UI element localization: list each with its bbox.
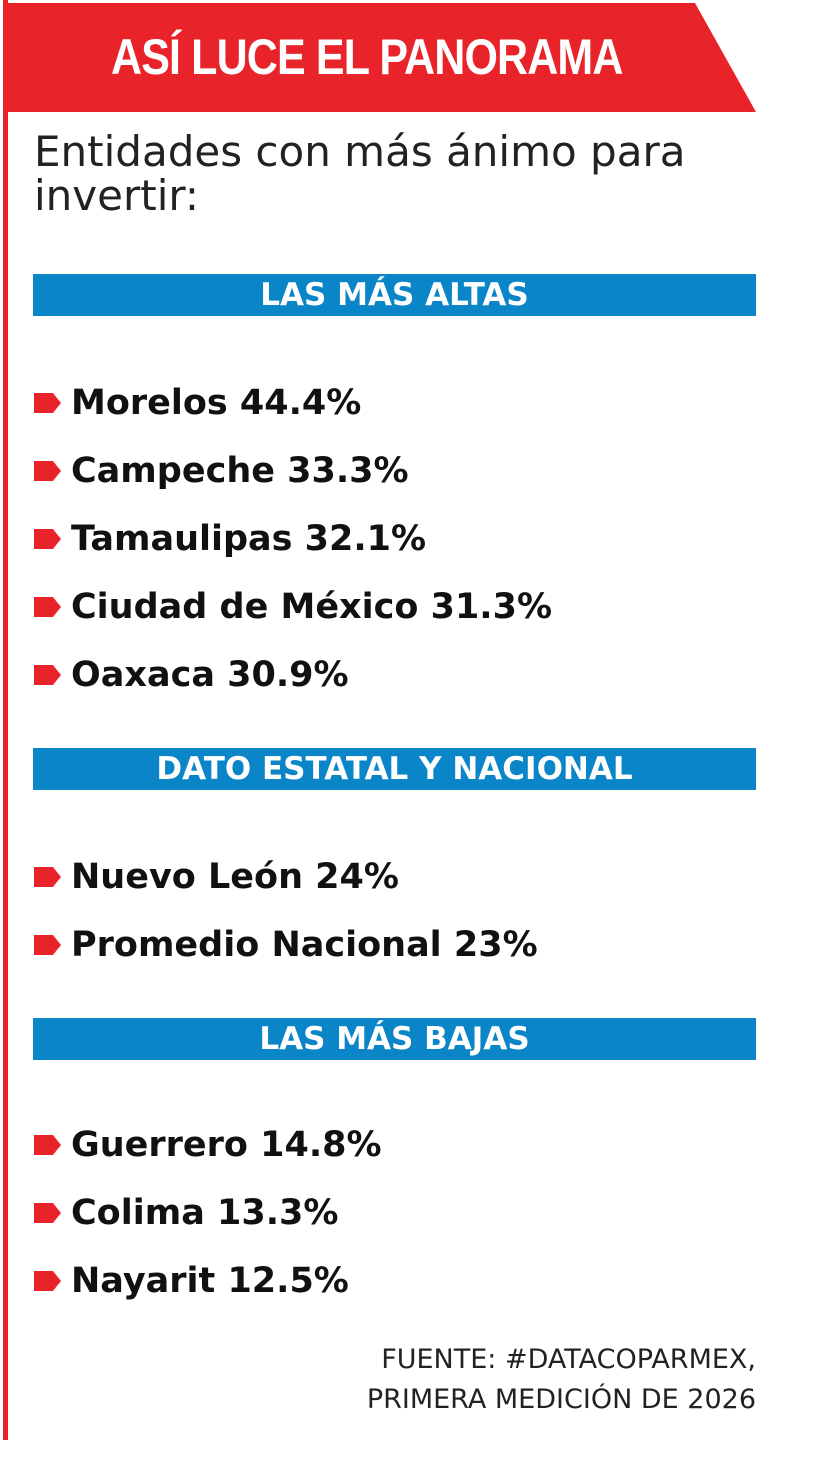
item-label: Nuevo León 24% (71, 857, 399, 897)
item-label: Morelos 44.4% (71, 383, 362, 423)
list-lowest: Guerrero 14.8% Colima 13.3% Nayarit 12.5… (0, 1111, 824, 1315)
item-label: Campeche 33.3% (71, 451, 409, 491)
item-label: Promedio Nacional 23% (71, 925, 538, 965)
list-item: Morelos 44.4% (0, 369, 824, 437)
list-state-national: Nuevo León 24% Promedio Nacional 23% (0, 843, 824, 979)
list-item: Nayarit 12.5% (0, 1247, 824, 1315)
list-item: Campeche 33.3% (0, 437, 824, 505)
red-arrow-bullet-icon (34, 867, 61, 887)
red-arrow-bullet-icon (34, 935, 61, 955)
item-label: Oaxaca 30.9% (71, 655, 349, 695)
item-label: Nayarit 12.5% (71, 1261, 349, 1301)
section-header-state-national: DATO ESTATAL Y NACIONAL (33, 748, 756, 790)
item-label: Ciudad de México 31.3% (71, 587, 553, 627)
item-label: Guerrero 14.8% (71, 1125, 382, 1165)
red-arrow-bullet-icon (34, 1203, 61, 1223)
red-arrow-bullet-icon (34, 529, 61, 549)
source-note: FUENTE: #DATACOPARMEX, PRIMERA MEDICIÓN … (367, 1340, 756, 1420)
source-line-1: FUENTE: #DATACOPARMEX, (381, 1344, 756, 1375)
list-item: Promedio Nacional 23% (0, 911, 824, 979)
list-item: Ciudad de México 31.3% (0, 573, 824, 641)
list-item: Colima 13.3% (0, 1179, 824, 1247)
source-line-2: PRIMERA MEDICIÓN DE 2026 (366, 1384, 756, 1415)
list-item: Nuevo León 24% (0, 843, 824, 911)
list-item: Tamaulipas 32.1% (0, 505, 824, 573)
page-title: ASÍ LUCE EL PANORAMA (111, 29, 623, 85)
list-item: Guerrero 14.8% (0, 1111, 824, 1179)
title-banner (3, 3, 756, 112)
left-accent-rule (3, 0, 8, 1440)
red-arrow-bullet-icon (34, 597, 61, 617)
section-header-lowest: LAS MÁS BAJAS (33, 1018, 756, 1060)
intro-text: Entidades con más ánimo para invertir: (34, 127, 686, 220)
red-arrow-bullet-icon (34, 393, 61, 413)
item-label: Colima 13.3% (71, 1193, 339, 1233)
list-item: Oaxaca 30.9% (0, 641, 824, 709)
section-header-highest: LAS MÁS ALTAS (33, 274, 756, 316)
red-arrow-bullet-icon (34, 461, 61, 481)
red-arrow-bullet-icon (34, 665, 61, 685)
list-highest: Morelos 44.4% Campeche 33.3% Tamaulipas … (0, 369, 824, 709)
item-label: Tamaulipas 32.1% (71, 519, 427, 559)
red-arrow-bullet-icon (34, 1271, 61, 1291)
red-arrow-bullet-icon (34, 1135, 61, 1155)
